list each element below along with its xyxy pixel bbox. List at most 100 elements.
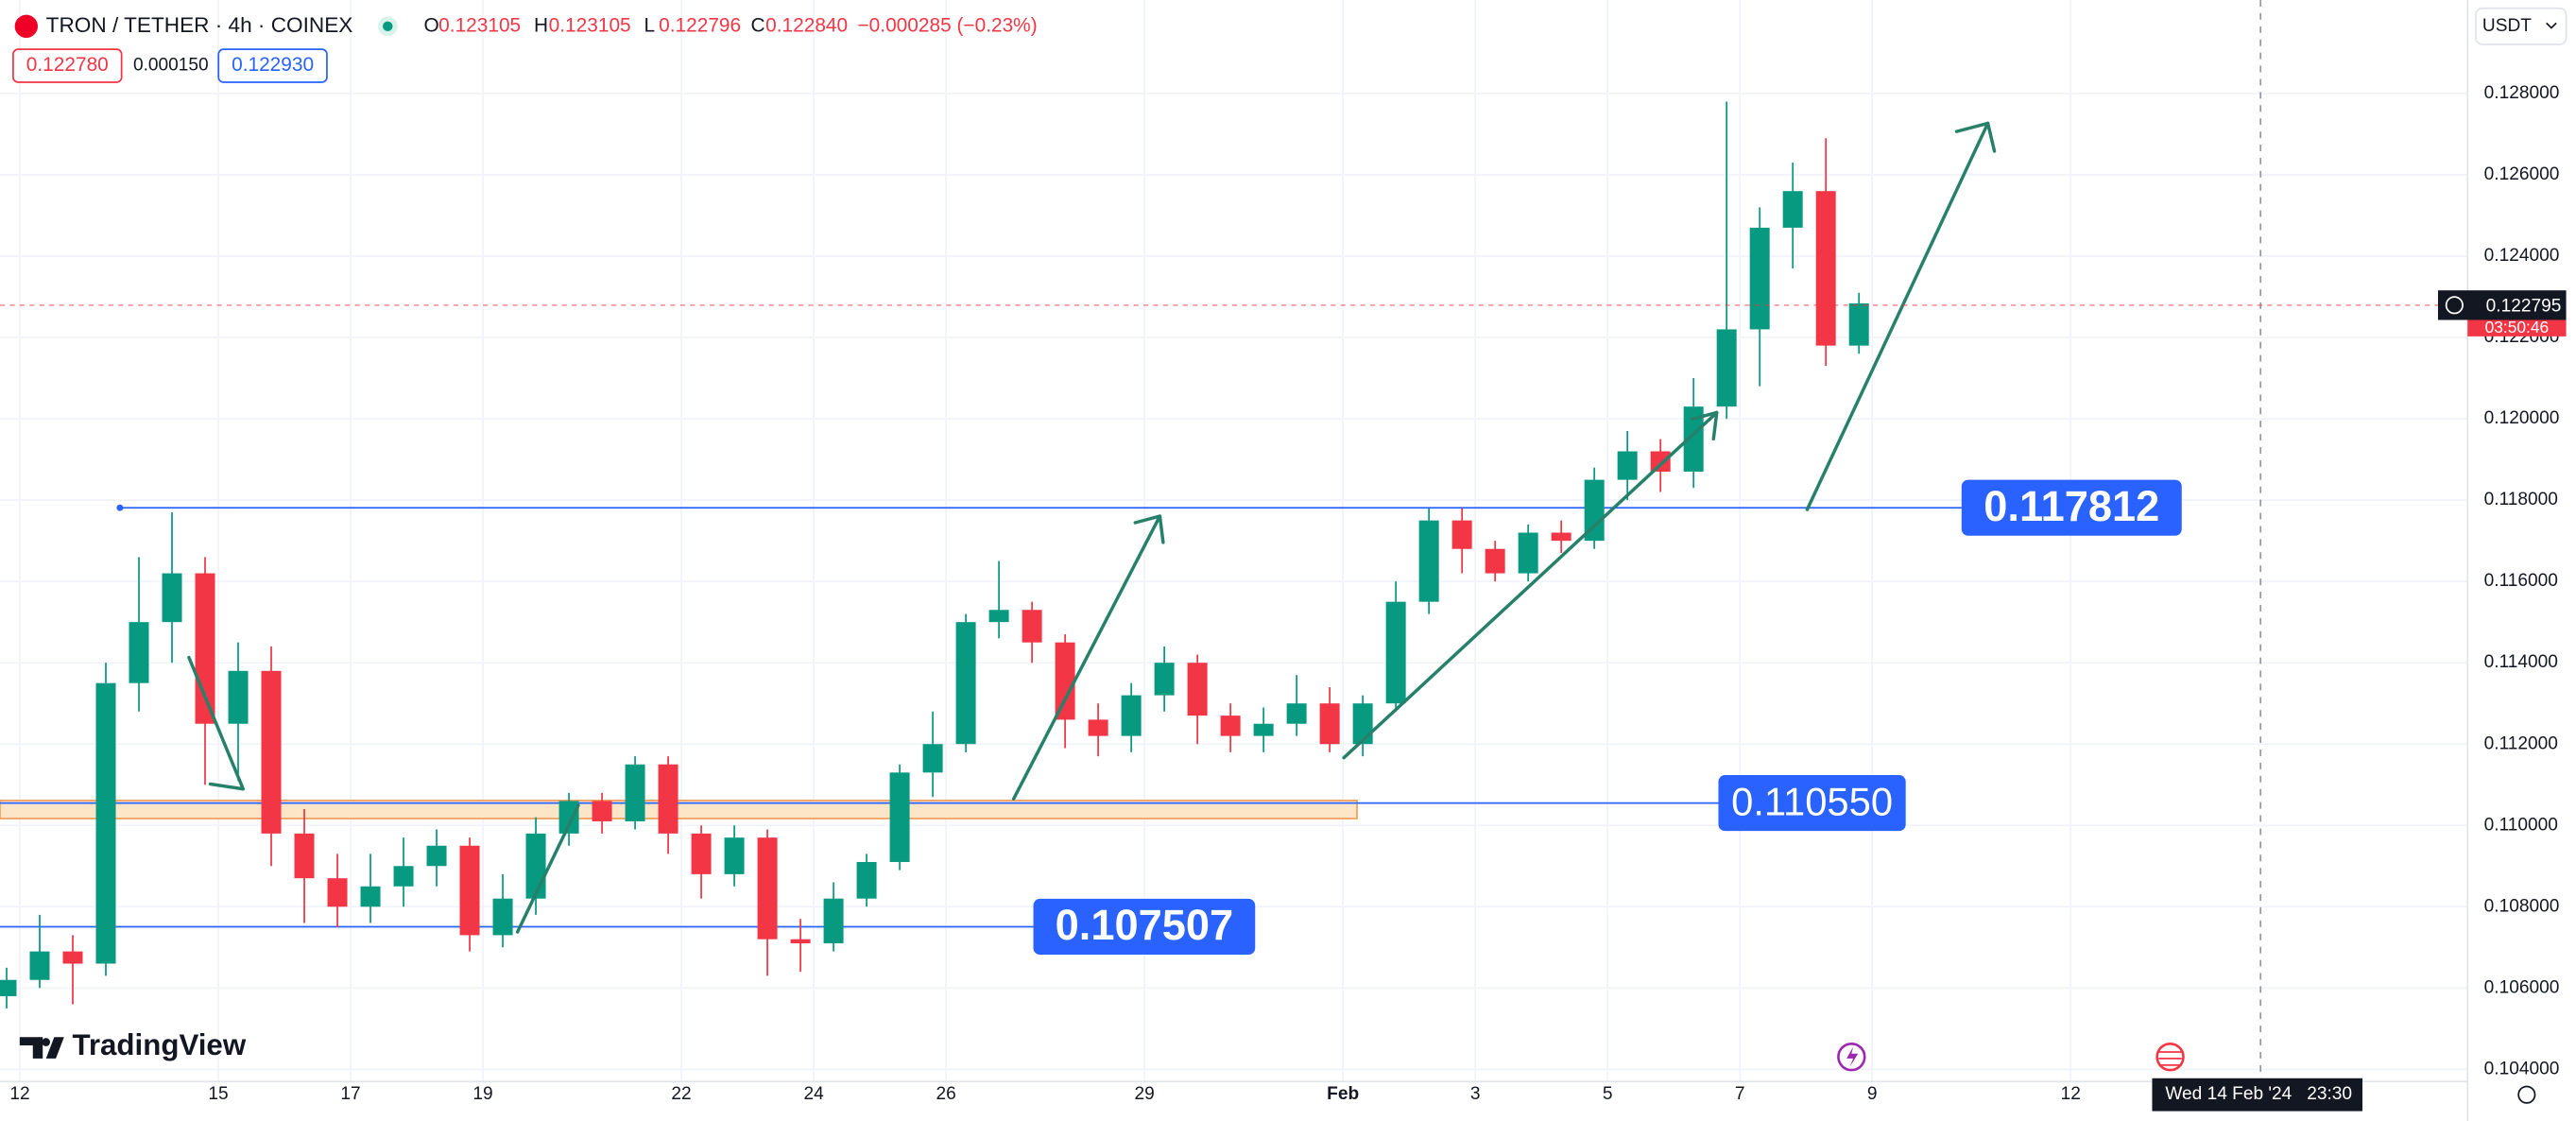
y-tick-label: 0.114000 [2484, 652, 2558, 672]
candle-body [558, 801, 579, 834]
level-anchor [116, 504, 124, 511]
y-tick-label: 0.112000 [2484, 733, 2558, 753]
crosshair-time: Wed 14 Feb '24 23:30 [2165, 1084, 2352, 1104]
y-tick-label: 0.106000 [2484, 977, 2560, 997]
level-label: 0.110550 [1731, 779, 1893, 823]
x-tick-label: 22 [671, 1084, 691, 1104]
arrow-head [1690, 410, 1719, 441]
candle-body [1518, 532, 1538, 574]
candle-body [327, 878, 348, 907]
level-label: 0.107507 [1056, 901, 1233, 949]
candle-body [1253, 723, 1274, 736]
candle-body [592, 801, 612, 821]
brand: TradingView [72, 1028, 246, 1061]
ohlc-legend: O 0.123105 H 0.123105 L 0.122796 C 0.122840 [424, 14, 849, 36]
candle-body [1022, 610, 1042, 643]
arrow [187, 655, 246, 791]
last-price-label: 0.122795 [2486, 297, 2562, 317]
axes: 0.104000 0.106000 0.108000 0.110000 0.112000… [0, 83, 2567, 1104]
x-tick-label: 17 [340, 1084, 360, 1104]
candle-body [492, 898, 513, 936]
x-tick-label: 9 [1867, 1084, 1878, 1104]
settings-icon[interactable] [2517, 1085, 2536, 1104]
candle-body [856, 861, 877, 899]
x-tick-label: 3 [1470, 1084, 1481, 1104]
candle-body [1485, 548, 1505, 574]
x-tick-label: 5 [1603, 1084, 1613, 1104]
bid: 0.122780 [26, 54, 109, 76]
ask-box[interactable] [217, 48, 328, 83]
dropdown-caret [2546, 22, 2557, 29]
countdown: 03:50:46 [2485, 318, 2550, 336]
candle-body [1220, 716, 1241, 736]
crosshair-price-box [2437, 290, 2567, 320]
status-dot [383, 21, 393, 32]
candle-body [1055, 642, 1075, 720]
flag-stripes [2158, 1051, 2182, 1066]
ohlc-key: C [751, 14, 765, 36]
symbol-title: TRON / TETHER · 4h · COINEX [46, 13, 353, 37]
economic-event-icon[interactable] [2155, 1042, 2185, 1072]
candle-body [922, 744, 943, 773]
candle-body [955, 622, 976, 745]
bid-box[interactable] [12, 48, 123, 83]
candle-body [1551, 532, 1571, 542]
zone [0, 800, 1358, 819]
x-tick-label: Feb [1327, 1084, 1359, 1104]
ask: 0.122930 [232, 54, 314, 76]
x-tick-label: 26 [936, 1084, 955, 1104]
candle-body [988, 610, 1009, 623]
candle-body [62, 951, 83, 964]
ohlc-value: 0.122840 [765, 14, 848, 36]
countdown-box [2467, 319, 2567, 336]
candle-body [29, 951, 50, 980]
candles [0, 101, 1869, 1009]
arrow-head [1133, 514, 1165, 544]
candle-body [889, 772, 910, 862]
level-label-box [1033, 898, 1256, 956]
candle-body [426, 845, 447, 867]
candle-body [95, 682, 116, 964]
candle-body [1319, 703, 1340, 745]
grid [0, 0, 2468, 1082]
y-tick-label: 0.120000 [2484, 408, 2560, 428]
ohlc-value: 0.123105 [438, 14, 521, 36]
candle-body [360, 886, 381, 907]
arrow [1011, 514, 1162, 801]
candle-body [1716, 329, 1737, 407]
ohlc-value: 0.123105 [549, 14, 631, 36]
x-tick-label: 19 [472, 1084, 492, 1104]
candle-body [261, 670, 282, 834]
y-tick-label: 0.128000 [2484, 83, 2560, 103]
candle-body [1617, 451, 1638, 480]
candle-body [1782, 191, 1803, 228]
ohlc-key: L [644, 14, 655, 36]
candle-body [459, 845, 480, 936]
candle-body [294, 833, 315, 879]
add-alert-icon[interactable] [2445, 296, 2464, 315]
y-tick-label: 0.108000 [2484, 896, 2560, 916]
trend-arrows [187, 121, 1997, 934]
brand-logo [19, 1037, 64, 1059]
x-tick-label: 12 [2061, 1084, 2081, 1104]
candle-body [195, 573, 215, 724]
level-label-box [1961, 479, 2182, 536]
currency-button[interactable] [2475, 7, 2567, 45]
candle-body [625, 764, 645, 821]
y-tick-label: 0.126000 [2484, 164, 2560, 184]
brand-logo-dot [42, 1038, 51, 1046]
candle-body [823, 898, 844, 944]
ohlc-key: H [534, 14, 548, 36]
candle-body [691, 833, 712, 874]
candle-body [724, 837, 745, 874]
y-tick-label: 0.118000 [2484, 490, 2558, 509]
currency: USDT [2482, 16, 2532, 36]
candle-body [1683, 406, 1704, 473]
candle-body [0, 979, 17, 996]
y-tick-label: 0.116000 [2484, 571, 2558, 591]
event-icon-bolt [1846, 1046, 1859, 1067]
candle-body [1385, 601, 1406, 704]
candle-body [1154, 663, 1175, 696]
arrow-head [1954, 121, 1997, 153]
